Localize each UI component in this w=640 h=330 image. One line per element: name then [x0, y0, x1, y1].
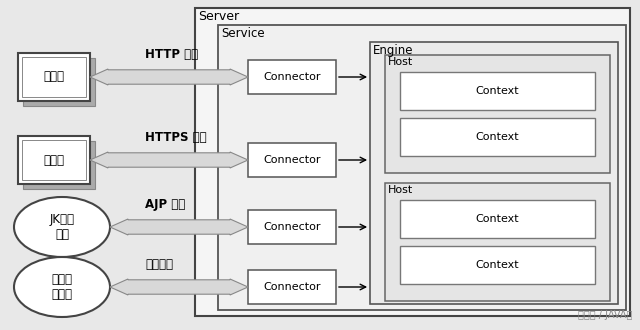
Text: 其他连
接程序: 其他连 接程序 [51, 273, 72, 301]
Text: Context: Context [476, 86, 519, 96]
Text: 头条号 / JAVA馆: 头条号 / JAVA馆 [578, 310, 632, 320]
Bar [195, 8, 630, 316]
Bar [23, 141, 95, 189]
Text: Context: Context [476, 260, 519, 270]
Text: Engine: Engine [373, 44, 413, 57]
Bar [18, 53, 90, 101]
Text: Context: Context [476, 132, 519, 142]
Bar [22, 140, 86, 180]
Bar [248, 270, 336, 304]
Text: AJP 协议: AJP 协议 [145, 198, 185, 211]
Bar [248, 143, 336, 177]
Ellipse shape [14, 197, 110, 257]
Bar [248, 210, 336, 244]
Polygon shape [90, 69, 248, 85]
Text: 浏览器: 浏览器 [44, 71, 65, 83]
Text: Connector: Connector [263, 155, 321, 165]
Polygon shape [110, 279, 248, 295]
Bar [400, 246, 595, 284]
Text: Connector: Connector [263, 72, 321, 82]
Text: Host: Host [388, 57, 413, 67]
Bar [370, 42, 618, 304]
Text: Server: Server [198, 10, 239, 23]
Bar [400, 200, 595, 238]
Text: Service: Service [221, 27, 264, 40]
Polygon shape [90, 152, 248, 168]
Polygon shape [110, 219, 248, 235]
Text: HTTPS 协议: HTTPS 协议 [145, 131, 207, 144]
Bar [400, 72, 595, 110]
Text: HTTP 协议: HTTP 协议 [145, 48, 198, 61]
Bar [218, 25, 626, 310]
Text: Context: Context [476, 214, 519, 224]
Text: 浏览器: 浏览器 [44, 153, 65, 167]
Text: 其他协议: 其他协议 [145, 258, 173, 271]
Bar [385, 183, 610, 301]
Bar [385, 55, 610, 173]
Bar [248, 60, 336, 94]
Text: JK连接
程序: JK连接 程序 [49, 213, 74, 241]
Bar [400, 118, 595, 156]
Bar [23, 58, 95, 106]
Bar [22, 57, 86, 97]
Text: Host: Host [388, 185, 413, 195]
Bar [18, 136, 90, 184]
Text: Connector: Connector [263, 222, 321, 232]
Ellipse shape [14, 257, 110, 317]
Text: Connector: Connector [263, 282, 321, 292]
